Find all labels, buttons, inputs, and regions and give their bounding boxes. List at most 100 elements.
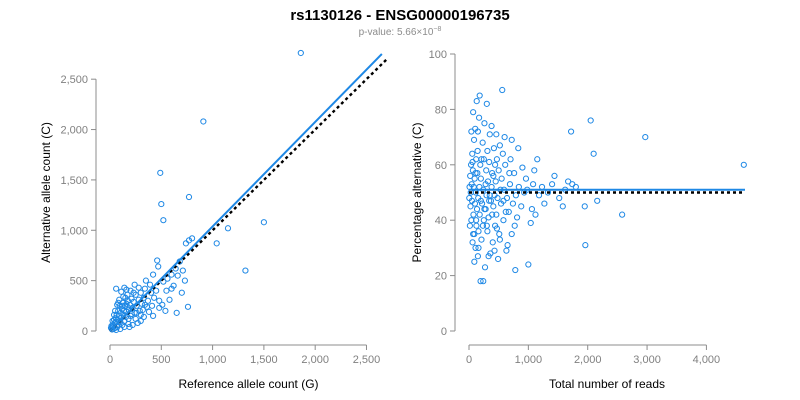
y-tick-label: 40 [435, 215, 447, 227]
y-axis-label: Percentage alternative (C) [410, 122, 424, 262]
data-point [141, 285, 148, 292]
data-point [496, 236, 503, 243]
data-point [493, 225, 500, 232]
data-point [139, 306, 146, 313]
data-point [115, 307, 122, 314]
data-point [140, 313, 147, 320]
x-tick-label: 2,500 [353, 354, 381, 366]
data-point [548, 181, 556, 188]
data-point [594, 197, 601, 204]
data-point [476, 92, 483, 99]
y-axis: 0 20 40 60 80 100 [429, 49, 456, 338]
y-tick-label: 80 [435, 104, 447, 116]
data-point [496, 230, 503, 238]
data-point [483, 167, 490, 174]
data-point [509, 200, 517, 207]
data-point [512, 192, 519, 199]
data-point [490, 172, 497, 179]
data-point [117, 325, 124, 333]
data-point [559, 203, 566, 210]
data-point [485, 253, 492, 260]
data-point [178, 289, 185, 296]
data-point [151, 294, 158, 301]
data-point [502, 208, 509, 215]
allele-count-scatter-panel: 0 500 1,000 1,500 2,000 2,500 Reference allele… [39, 49, 388, 391]
data-point [158, 200, 165, 208]
data-point [482, 181, 489, 188]
data-point [467, 203, 474, 210]
data-point [507, 156, 514, 163]
data-point [123, 300, 130, 307]
data-point [168, 271, 175, 278]
data-point [581, 203, 588, 210]
data-point [483, 192, 490, 199]
data-point [474, 147, 481, 155]
data-point [174, 272, 181, 279]
data-point [469, 158, 476, 166]
data-point [472, 244, 479, 251]
data-point [173, 309, 180, 316]
data-point [473, 206, 481, 213]
data-point [297, 49, 304, 57]
data-point [137, 289, 144, 296]
data-point [477, 161, 484, 168]
data-point [495, 167, 502, 174]
reference-line [109, 58, 388, 332]
fit-line [109, 53, 383, 332]
data-point [213, 240, 220, 247]
x-axis: 0 500 1,000 1,500 2,000 2,500 [107, 344, 381, 366]
p-value-text: p-value: 5.66×10 [359, 27, 434, 38]
data-point [484, 147, 491, 155]
y-tick-label: 20 [435, 271, 447, 283]
data-point [179, 267, 186, 274]
y-tick-label: 1,500 [60, 175, 88, 187]
data-point [468, 128, 475, 135]
data-point [500, 217, 507, 224]
data-point [483, 222, 490, 229]
data-point [567, 128, 575, 135]
data-point [535, 192, 543, 199]
data-point [182, 240, 190, 247]
x-tick-label: 2,000 [301, 354, 329, 366]
p-value-label: p-value: 5.66×10−8 [359, 26, 442, 38]
data-point [481, 120, 488, 127]
y-tick-label: 60 [435, 160, 447, 172]
data-point [582, 242, 589, 249]
data-point [224, 225, 232, 232]
data-point [489, 239, 496, 246]
x-tick-label: 3,000 [633, 354, 661, 366]
data-point [111, 311, 118, 318]
data-point [492, 161, 499, 168]
data-point [481, 206, 488, 213]
data-point [121, 284, 128, 291]
data-points [107, 49, 304, 334]
data-point [470, 230, 477, 238]
data-point [120, 293, 127, 300]
data-point [478, 156, 485, 163]
data-point [484, 228, 491, 235]
data-point [501, 134, 508, 141]
data-point [496, 142, 503, 149]
data-point [160, 217, 167, 224]
x-tick-label: 4,000 [693, 354, 721, 366]
data-point [159, 301, 166, 308]
data-point [136, 307, 143, 314]
data-point [503, 194, 511, 202]
data-point [469, 239, 476, 246]
data-point [473, 217, 480, 224]
data-point [478, 236, 485, 243]
data-point [493, 131, 500, 138]
y-tick-label: 0 [441, 326, 447, 338]
data-point [475, 114, 483, 121]
data-point [137, 317, 144, 325]
y-axis: 0 500 1,000 1,500 2,000 2,500 [60, 74, 97, 338]
data-point [486, 197, 493, 204]
data-point [157, 169, 164, 176]
data-point [466, 194, 473, 202]
data-point [619, 211, 626, 218]
data-point [565, 178, 572, 185]
data-point [515, 145, 522, 152]
data-point [130, 289, 137, 296]
data-point [477, 175, 484, 182]
